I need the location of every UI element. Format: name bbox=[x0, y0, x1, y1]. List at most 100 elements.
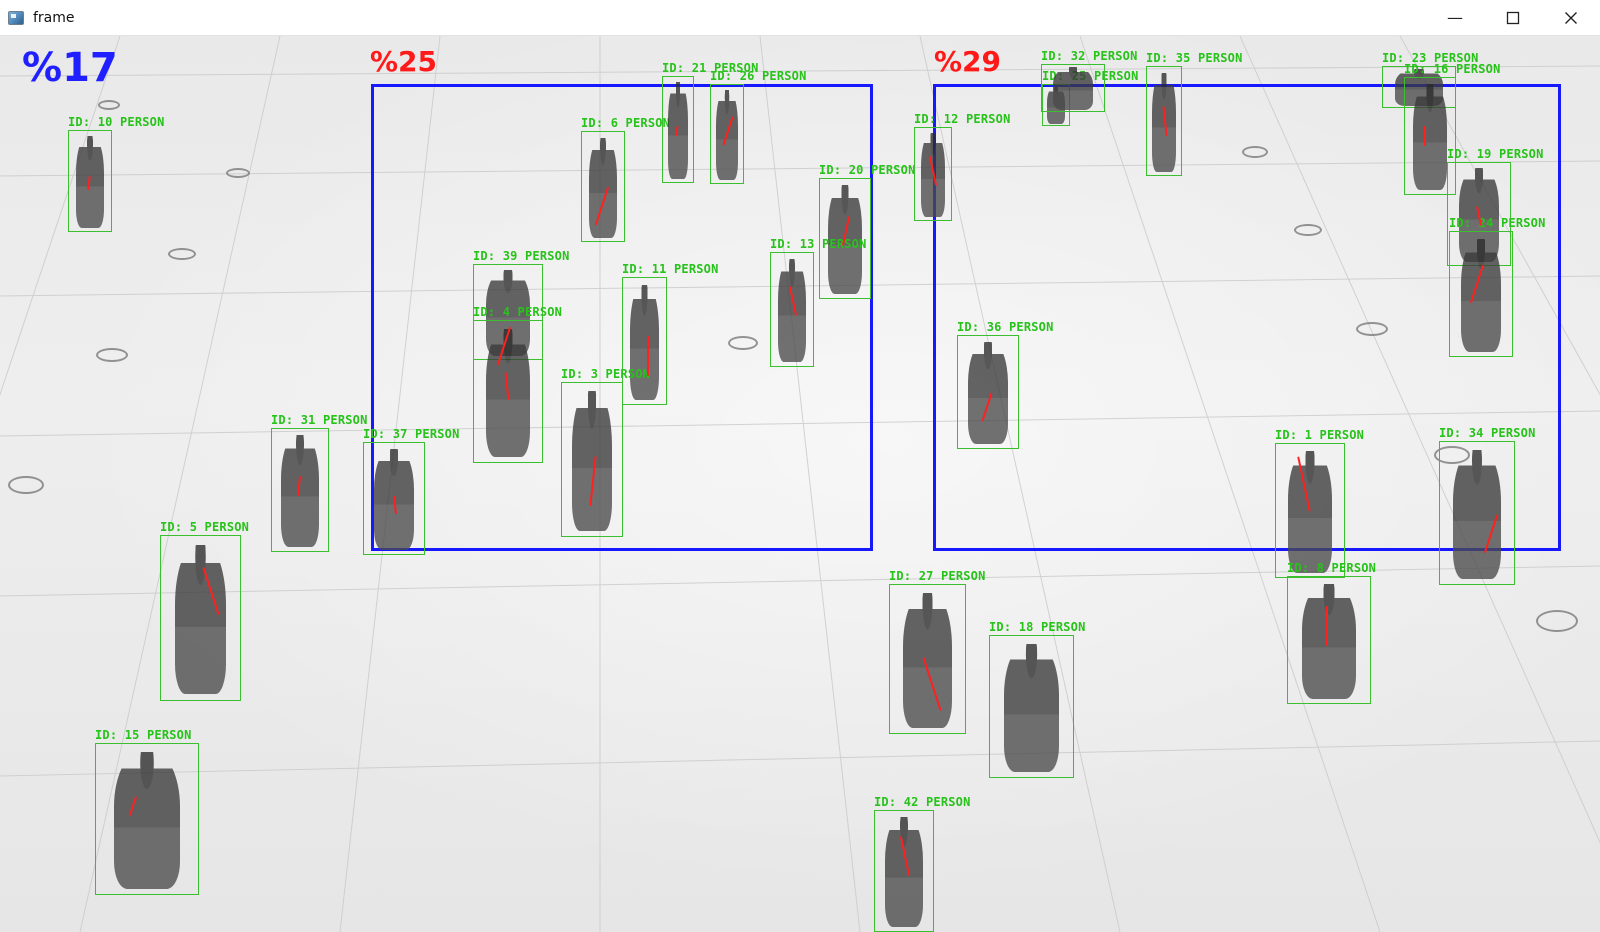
zone-left-density: %25 bbox=[370, 45, 438, 78]
maximize-icon bbox=[1506, 11, 1520, 24]
person-bounding-box bbox=[160, 535, 241, 701]
person-id-label: ID: 36 PERSON bbox=[957, 320, 1054, 334]
trajectory-trail bbox=[647, 336, 649, 376]
person-bounding-box bbox=[68, 130, 112, 232]
person-figure bbox=[113, 752, 181, 889]
person-figure bbox=[1287, 451, 1333, 573]
person-figure bbox=[1460, 238, 1502, 352]
person-id-label: ID: 23 PERSON bbox=[1382, 51, 1479, 65]
person-detection: ID: 42 PERSON bbox=[874, 795, 970, 932]
person-detection: ID: 11 PERSON bbox=[622, 262, 718, 405]
person-figure bbox=[1452, 449, 1502, 580]
zone-left-box bbox=[371, 84, 873, 551]
person-bounding-box bbox=[1404, 77, 1456, 195]
person-bounding-box bbox=[710, 84, 744, 184]
person-bounding-box bbox=[1041, 64, 1105, 112]
person-detection: ID: 8 PERSON bbox=[1287, 561, 1376, 704]
person-bounding-box bbox=[770, 252, 814, 367]
person-figure bbox=[630, 284, 659, 400]
person-id-label: ID: 21 PERSON bbox=[662, 61, 759, 75]
person-id-label: ID: 1 PERSON bbox=[1275, 428, 1365, 442]
person-id-label: ID: 3 PERSON bbox=[561, 367, 651, 381]
person-detection: ID: 15 PERSON bbox=[95, 728, 199, 895]
person-bounding-box bbox=[1275, 443, 1345, 578]
title-bar[interactable]: frame — bbox=[0, 0, 1600, 36]
person-bounding-box bbox=[874, 810, 934, 932]
zone-right-density: %29 bbox=[934, 45, 1002, 78]
floor-marker bbox=[168, 248, 196, 260]
person-bounding-box bbox=[95, 743, 199, 895]
person-detection: ID: 16 PERSON bbox=[1404, 62, 1500, 195]
person-bounding-box bbox=[363, 442, 425, 555]
person-figure bbox=[884, 817, 924, 928]
person-detection: ID: 36 PERSON bbox=[957, 320, 1053, 449]
person-detection: ID: 35 PERSON bbox=[1146, 51, 1242, 176]
person-detection: ID: 4 PERSON bbox=[473, 305, 562, 463]
close-button[interactable] bbox=[1542, 0, 1600, 35]
person-bounding-box bbox=[662, 76, 694, 183]
floor-marker bbox=[98, 100, 120, 110]
person-id-label: ID: 39 PERSON bbox=[473, 249, 570, 263]
person-id-label: ID: 4 PERSON bbox=[473, 305, 563, 319]
person-bounding-box bbox=[1449, 231, 1513, 357]
person-id-label: ID: 24 PERSON bbox=[1449, 216, 1546, 230]
person-detection: ID: 34 PERSON bbox=[1439, 426, 1535, 585]
person-bounding-box bbox=[1146, 66, 1182, 176]
person-figure bbox=[588, 137, 618, 238]
maximize-button[interactable] bbox=[1484, 0, 1542, 35]
window-controls: — bbox=[1426, 0, 1600, 35]
person-detection: ID: 6 PERSON bbox=[581, 116, 670, 242]
person-id-label: ID: 12 PERSON bbox=[914, 112, 1011, 126]
person-id-label: ID: 5 PERSON bbox=[160, 520, 250, 534]
person-detection: ID: 1 PERSON bbox=[1275, 428, 1364, 578]
zone-right-box bbox=[933, 84, 1561, 551]
person-figure bbox=[572, 391, 612, 531]
person-bounding-box bbox=[989, 635, 1074, 778]
person-bounding-box bbox=[1287, 576, 1371, 704]
person-detection: ID: 13 PERSON bbox=[770, 237, 866, 367]
person-bounding-box bbox=[914, 127, 952, 221]
person-detection: ID: 18 PERSON bbox=[989, 620, 1085, 778]
person-figure bbox=[1052, 66, 1094, 111]
person-bounding-box bbox=[819, 178, 871, 299]
close-icon bbox=[1565, 11, 1577, 24]
person-id-label: ID: 16 PERSON bbox=[1404, 62, 1501, 76]
floor-marker bbox=[1242, 146, 1268, 158]
trajectory-trail bbox=[1326, 606, 1328, 646]
person-detection: ID: 32 PERSON bbox=[1041, 49, 1137, 112]
minimize-button[interactable]: — bbox=[1426, 0, 1484, 35]
global-density-readout: %17 bbox=[22, 45, 118, 91]
video-frame: %17 %25 %29 ID: 10 PERSON ID: 6 PERSON ID:… bbox=[0, 36, 1600, 932]
person-figure bbox=[902, 593, 953, 728]
person-bounding-box bbox=[473, 320, 543, 463]
person-bounding-box bbox=[561, 382, 623, 537]
floor-marker bbox=[8, 476, 44, 494]
person-id-label: ID: 13 PERSON bbox=[770, 237, 867, 251]
person-detection: ID: 37 PERSON bbox=[363, 427, 459, 555]
window-app-icon bbox=[8, 10, 24, 25]
person-id-label: ID: 19 PERSON bbox=[1447, 147, 1544, 161]
floor-marker bbox=[1536, 610, 1578, 632]
floor-marker bbox=[226, 168, 250, 178]
person-id-label: ID: 26 PERSON bbox=[710, 69, 807, 83]
minimize-icon: — bbox=[1447, 8, 1463, 27]
person-id-label: ID: 27 PERSON bbox=[889, 569, 986, 583]
floor-marker bbox=[728, 336, 758, 350]
person-id-label: ID: 11 PERSON bbox=[622, 262, 719, 276]
person-bounding-box bbox=[271, 428, 329, 552]
person-bounding-box bbox=[622, 277, 667, 405]
window-title: frame bbox=[33, 9, 75, 26]
floor-marker bbox=[96, 348, 128, 362]
person-figure bbox=[1004, 643, 1059, 773]
person-bounding-box bbox=[957, 335, 1019, 449]
person-bounding-box bbox=[889, 584, 966, 734]
person-figure bbox=[777, 258, 807, 363]
person-figure bbox=[174, 544, 227, 695]
person-detection: ID: 24 PERSON bbox=[1449, 216, 1545, 357]
person-id-label: ID: 15 PERSON bbox=[95, 728, 192, 742]
person-id-label: ID: 37 PERSON bbox=[363, 427, 460, 441]
person-id-label: ID: 8 PERSON bbox=[1287, 561, 1377, 575]
person-id-label: ID: 10 PERSON bbox=[68, 115, 165, 129]
person-bounding-box bbox=[1439, 441, 1515, 585]
